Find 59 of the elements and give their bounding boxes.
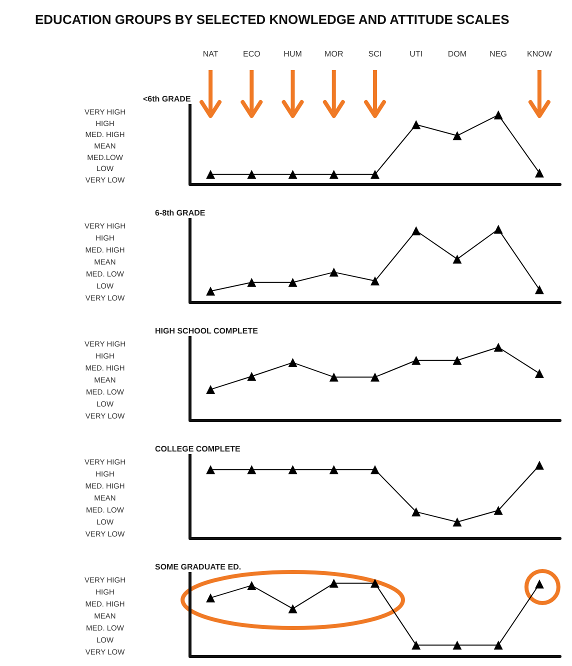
point [329, 578, 338, 588]
x-tick-label: MOR [324, 50, 344, 58]
point [534, 368, 544, 378]
x-tick-label: HUM [284, 50, 302, 58]
point [329, 465, 338, 474]
x-tick-label: NEG [490, 50, 508, 58]
point [534, 285, 544, 294]
point [494, 224, 503, 234]
point [247, 465, 256, 474]
point [412, 507, 421, 516]
chart-subtitle: <6th GRADE [143, 94, 192, 104]
point [412, 356, 421, 365]
point [412, 640, 421, 650]
point [247, 278, 256, 287]
x-tick-label: UTI [410, 50, 423, 58]
x-tick-label: SCI [368, 50, 382, 58]
point [247, 372, 256, 381]
point [534, 460, 544, 470]
point [370, 578, 380, 588]
point [206, 593, 216, 602]
point [370, 465, 380, 474]
point [247, 170, 256, 179]
x-tick-label: KNOW [527, 50, 552, 58]
x-tick-label: DOM [448, 50, 467, 58]
point [329, 170, 338, 179]
chart-title: 6-8th GRADE [155, 208, 206, 218]
point [329, 268, 338, 277]
point [494, 506, 503, 515]
point [494, 110, 503, 120]
point [288, 604, 298, 614]
point [370, 170, 380, 179]
chart-title: HIGH SCHOOL COMPLETE [155, 326, 259, 336]
point [452, 131, 462, 140]
x-tick-label: ECO [242, 50, 260, 58]
point [288, 170, 298, 179]
point [288, 358, 298, 368]
point [494, 342, 503, 352]
point [494, 640, 503, 650]
chart-title: COLLEGE COMPLETE [155, 444, 241, 454]
point [247, 580, 256, 590]
point [412, 226, 421, 236]
x-tick-label: NAT [202, 50, 218, 58]
point [452, 254, 462, 264]
point [370, 372, 380, 382]
point [329, 372, 338, 382]
point [288, 278, 298, 287]
point [412, 120, 421, 130]
point [206, 465, 216, 474]
point [370, 276, 380, 286]
point [452, 356, 462, 365]
point [452, 640, 462, 650]
chart-title: SOME GRADUATE ED. [155, 562, 242, 572]
point [288, 465, 298, 474]
point [534, 168, 544, 178]
chart-title: EDUCATION GROUPS BY SELECTED KNOWLEDGE AND ATTITUDE SCALES [35, 12, 510, 27]
point [206, 170, 216, 179]
point [206, 286, 216, 296]
point [452, 518, 462, 526]
point [206, 384, 216, 394]
